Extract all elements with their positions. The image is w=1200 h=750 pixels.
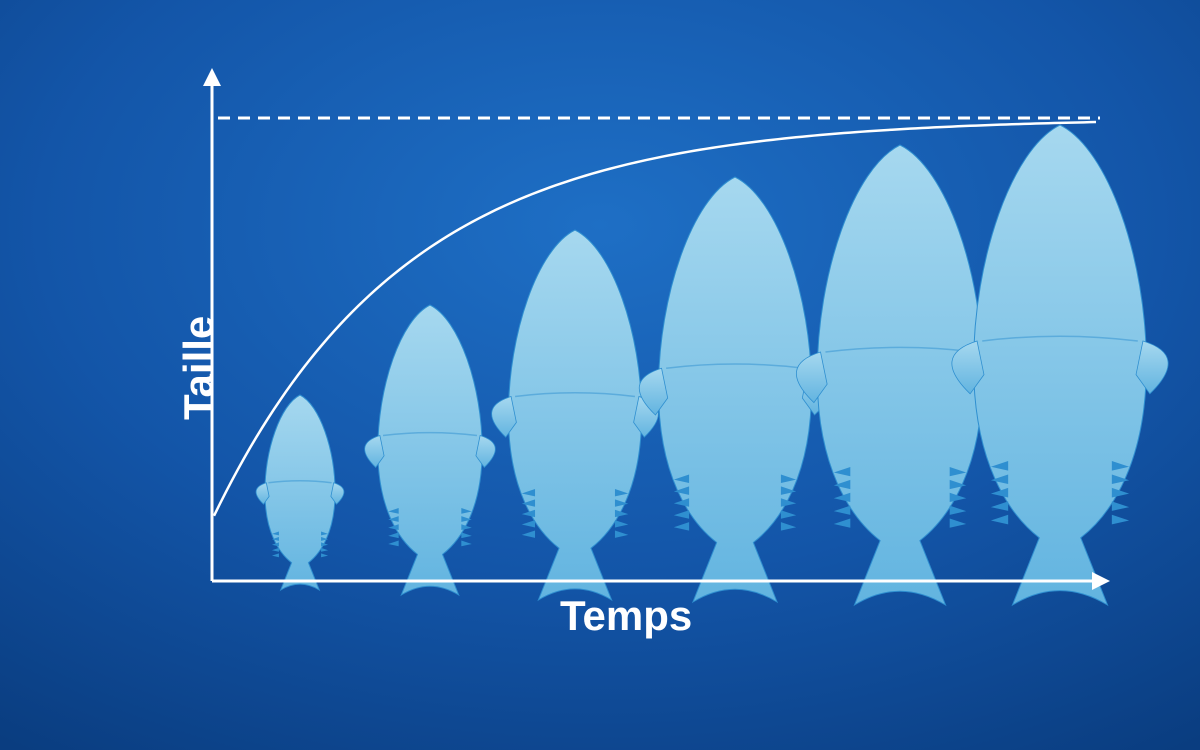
fish-icon: [492, 230, 659, 600]
fish-icon: [952, 125, 1168, 605]
infographic-canvas: Taille Temps Pêches et Océans Canada Fis…: [0, 0, 1200, 750]
footer: Pêches et Océans Canada Fisheries and Oc…: [0, 660, 1200, 750]
fish-icon: [256, 395, 344, 590]
x-axis-label: Temps: [560, 592, 692, 640]
fish-series: [256, 125, 1168, 605]
y-axis-label: Taille: [175, 316, 223, 420]
fish-icon: [365, 305, 496, 595]
